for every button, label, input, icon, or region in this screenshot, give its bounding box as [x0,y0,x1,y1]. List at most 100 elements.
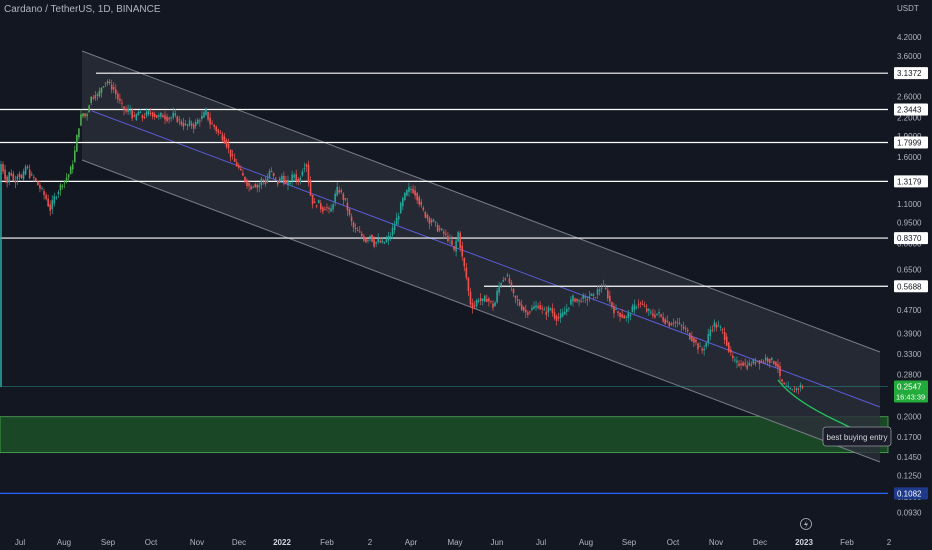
candle-body [55,197,58,199]
candle-body [223,136,226,144]
level-badge: 1.7999 [894,136,928,149]
candle-body [750,364,753,366]
candle-body [715,324,718,328]
candle-body [744,363,746,365]
candle-body [37,181,39,186]
buy-zone [0,416,889,454]
candle-body [496,290,498,303]
candle-body [252,186,254,188]
candle-body [746,365,748,369]
candle-body [326,207,328,209]
candle-body [705,342,707,347]
candle-body [211,123,213,125]
candle-body [469,291,472,305]
candle-body [121,102,123,104]
candle-body [531,307,533,311]
candle-body [664,319,666,324]
candle-body [244,176,246,182]
candle-body [92,97,95,99]
x-tick-label: Oct [145,538,158,547]
candle-body [324,209,326,211]
candle-body [190,123,193,126]
candle-body [703,348,705,351]
candle-body [760,360,763,362]
candle-body [490,301,492,303]
candle-body [221,134,224,140]
candle-body [225,139,228,147]
x-tick-label: Feb [320,538,334,547]
low-level-badge: 0.1082 [894,487,928,500]
candle-body [607,290,609,299]
candle-body [539,305,541,310]
candle-body [338,190,341,193]
candle-body [76,135,78,152]
candle-body [373,239,375,247]
candle-body [260,178,263,185]
candle-body [541,307,543,309]
candle-body [322,207,324,212]
candle-body [293,174,295,178]
candle-body [500,283,502,286]
candle-body [584,296,587,299]
candle-body [588,296,591,299]
candle-body [551,308,554,313]
candle-body [645,308,648,312]
candle-body [635,306,638,308]
candle-body [424,211,427,218]
x-tick-label: 2023 [795,538,813,547]
candle-body [459,232,461,249]
candle-body [506,275,509,277]
candle-body [10,173,13,176]
candle-body [766,358,769,362]
candle-body [512,288,515,293]
candle-body [209,117,211,125]
candle-body [516,299,519,301]
y-tick-label: 0.1700 [897,433,922,442]
candle-body [672,323,675,325]
candle-body [627,313,630,318]
candle-body [43,191,45,195]
candle-body [389,235,392,238]
x-tick-label: Jun [491,538,504,547]
candle-body [598,289,601,292]
annotation-text: best buying entry [827,433,888,442]
candle-body [711,329,714,331]
symbol-title[interactable]: Cardano / TetherUS, 1D, BINANCE [4,4,161,15]
candle-body [520,304,523,310]
candle-body [670,323,673,326]
annotation-label: best buying entry [822,426,892,447]
candle-body [119,98,121,101]
candle-body [61,185,64,187]
candle-body [764,357,767,361]
candle-body [186,124,189,126]
candle-body [408,187,410,192]
candle-body [78,128,80,138]
y-tick-label: 0.1450 [897,453,922,462]
candle-body [332,204,334,210]
candle-body [176,116,179,123]
candle-body [315,205,318,207]
low-level-badge-box [894,487,928,500]
level-badge: 1.3179 [894,175,928,188]
candle-body [752,359,755,364]
candle-body [508,278,511,283]
candle-body [463,258,466,267]
candle-body [730,349,732,353]
candle-body [725,336,728,346]
channel-lower-line [81,159,881,463]
candle-body [270,171,273,173]
candle-body [777,363,779,368]
candle-body [713,322,716,327]
candle-body [303,167,306,169]
candle-body [488,298,490,302]
candle-body [420,201,423,205]
y-tick-label: 2.2000 [897,113,922,122]
candle-body [566,308,568,312]
level-badge: 0.8370 [894,232,928,245]
candle-body [289,182,291,184]
candle-body [41,187,43,189]
candle-body [404,192,406,200]
candle-body [57,192,60,195]
